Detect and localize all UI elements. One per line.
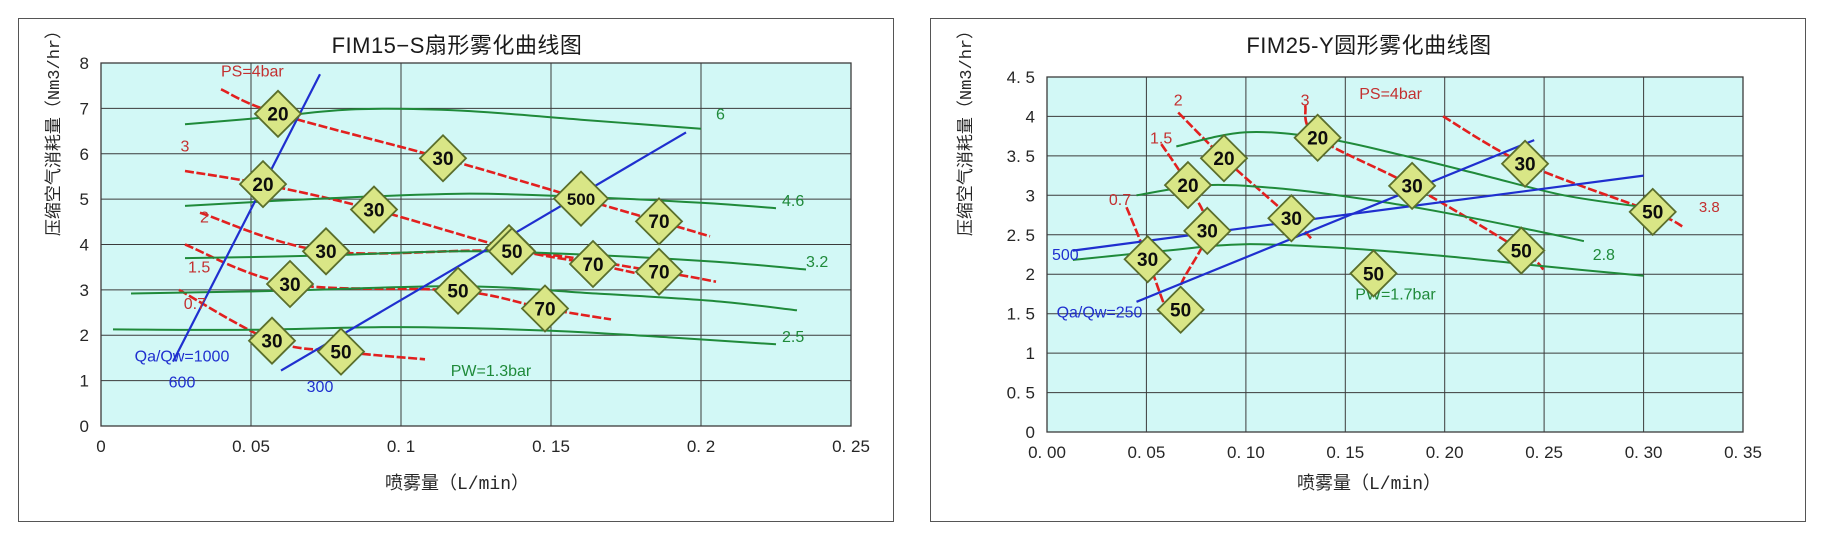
- svg-text:30: 30: [432, 149, 453, 170]
- svg-text:50: 50: [1170, 301, 1191, 322]
- svg-text:20: 20: [1177, 176, 1198, 197]
- svg-text:2: 2: [200, 210, 209, 227]
- svg-text:4. 5: 4. 5: [1007, 68, 1035, 87]
- svg-text:0: 0: [80, 417, 89, 436]
- svg-text:50: 50: [1642, 203, 1663, 224]
- svg-text:6: 6: [80, 145, 89, 164]
- svg-text:500: 500: [1052, 247, 1079, 264]
- svg-text:30: 30: [1197, 222, 1218, 243]
- svg-text:PS=4bar: PS=4bar: [221, 64, 284, 81]
- svg-text:0. 25: 0. 25: [1525, 443, 1563, 462]
- svg-text:30: 30: [1402, 177, 1423, 198]
- svg-text:50: 50: [1511, 241, 1532, 262]
- svg-text:2: 2: [1026, 265, 1035, 284]
- svg-text:4.6: 4.6: [782, 193, 804, 210]
- svg-text:1.5: 1.5: [188, 260, 210, 277]
- svg-text:20: 20: [1307, 129, 1328, 150]
- svg-text:70: 70: [648, 212, 669, 233]
- svg-text:2: 2: [80, 326, 89, 345]
- svg-text:3.2: 3.2: [806, 254, 828, 271]
- svg-text:0. 15: 0. 15: [1326, 443, 1364, 462]
- svg-text:0. 30: 0. 30: [1625, 443, 1663, 462]
- svg-text:0.7: 0.7: [1109, 192, 1131, 209]
- svg-text:0. 10: 0. 10: [1227, 443, 1265, 462]
- svg-text:30: 30: [279, 275, 300, 296]
- svg-text:20: 20: [267, 105, 288, 126]
- svg-text:20: 20: [252, 175, 273, 196]
- svg-text:600: 600: [169, 374, 196, 391]
- svg-text:30: 30: [1514, 155, 1535, 176]
- svg-text:30: 30: [315, 242, 336, 263]
- svg-text:3: 3: [80, 281, 89, 300]
- svg-text:3: 3: [1301, 92, 1310, 109]
- svg-text:50: 50: [1363, 264, 1384, 285]
- svg-text:0. 00: 0. 00: [1028, 443, 1066, 462]
- svg-text:500: 500: [567, 190, 595, 209]
- svg-text:30: 30: [261, 332, 282, 353]
- svg-text:Qa/Qw=250: Qa/Qw=250: [1057, 305, 1143, 322]
- svg-text:50: 50: [501, 242, 522, 263]
- svg-text:6: 6: [716, 107, 725, 124]
- svg-text:0. 35: 0. 35: [1724, 443, 1762, 462]
- svg-text:0: 0: [96, 437, 105, 456]
- svg-text:50: 50: [447, 282, 468, 303]
- svg-text:5: 5: [80, 190, 89, 209]
- svg-text:70: 70: [582, 255, 603, 276]
- svg-text:0. 20: 0. 20: [1426, 443, 1464, 462]
- svg-text:7: 7: [80, 99, 89, 118]
- svg-text:70: 70: [534, 299, 555, 320]
- svg-text:30: 30: [1137, 250, 1158, 271]
- svg-text:70: 70: [648, 263, 669, 284]
- svg-text:50: 50: [330, 342, 351, 363]
- svg-text:4: 4: [80, 236, 89, 255]
- svg-text:20: 20: [1213, 149, 1234, 170]
- svg-text:0. 05: 0. 05: [1127, 443, 1165, 462]
- svg-text:300: 300: [307, 379, 334, 396]
- svg-text:30: 30: [363, 200, 384, 221]
- svg-text:30: 30: [1281, 209, 1302, 230]
- svg-text:PW=1.3bar: PW=1.3bar: [451, 363, 532, 380]
- svg-text:0. 2: 0. 2: [687, 437, 715, 456]
- svg-text:0. 25: 0. 25: [832, 437, 870, 456]
- svg-text:0. 15: 0. 15: [532, 437, 570, 456]
- svg-text:2.5: 2.5: [782, 329, 804, 346]
- svg-text:0: 0: [1026, 423, 1035, 442]
- svg-text:0.7: 0.7: [184, 296, 206, 313]
- svg-text:2. 5: 2. 5: [1007, 226, 1035, 245]
- svg-text:0. 5: 0. 5: [1007, 384, 1035, 403]
- svg-text:0. 05: 0. 05: [232, 437, 270, 456]
- svg-text:1.5: 1.5: [1150, 130, 1172, 147]
- svg-text:3.8: 3.8: [1699, 199, 1720, 216]
- svg-text:3. 5: 3. 5: [1007, 147, 1035, 166]
- svg-text:4: 4: [1026, 107, 1035, 126]
- svg-text:0. 1: 0. 1: [387, 437, 415, 456]
- svg-text:3: 3: [181, 139, 190, 156]
- svg-text:Qa/Qw=1000: Qa/Qw=1000: [135, 349, 230, 366]
- svg-text:1. 5: 1. 5: [1007, 305, 1035, 324]
- svg-text:1: 1: [1026, 344, 1035, 363]
- svg-text:2.8: 2.8: [1593, 247, 1615, 264]
- svg-text:2: 2: [1174, 92, 1183, 109]
- svg-text:3: 3: [1026, 186, 1035, 205]
- svg-text:PS=4bar: PS=4bar: [1359, 86, 1422, 103]
- svg-text:1: 1: [80, 372, 89, 391]
